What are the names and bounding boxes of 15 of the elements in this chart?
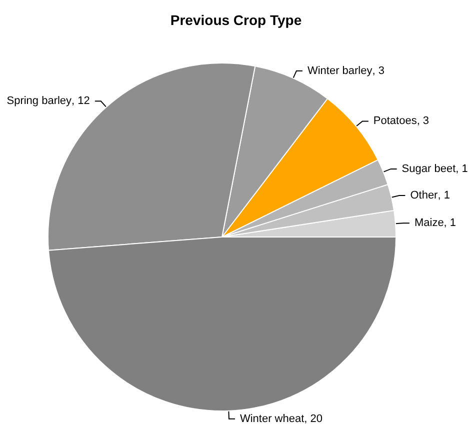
data-label: , 20: [304, 412, 323, 425]
slice-label: Potatoes: [373, 115, 418, 128]
data-label: , 1: [444, 217, 456, 230]
slice-label: Winter barley: [307, 64, 373, 77]
chart-title: Previous Crop Type: [170, 12, 302, 28]
slice-label: Winter wheat: [240, 412, 304, 425]
data-label: , 12: [72, 95, 90, 108]
data-label: , 3: [416, 115, 430, 128]
data-label: , 3: [372, 64, 384, 77]
data-label: , 1: [456, 162, 468, 175]
slice-label: Sugar beet: [402, 162, 456, 175]
slice-label: Other: [410, 190, 438, 202]
data-label: , 1: [438, 190, 450, 202]
slice-label: Spring barley: [6, 95, 72, 108]
slice-label: Maize: [414, 217, 444, 230]
